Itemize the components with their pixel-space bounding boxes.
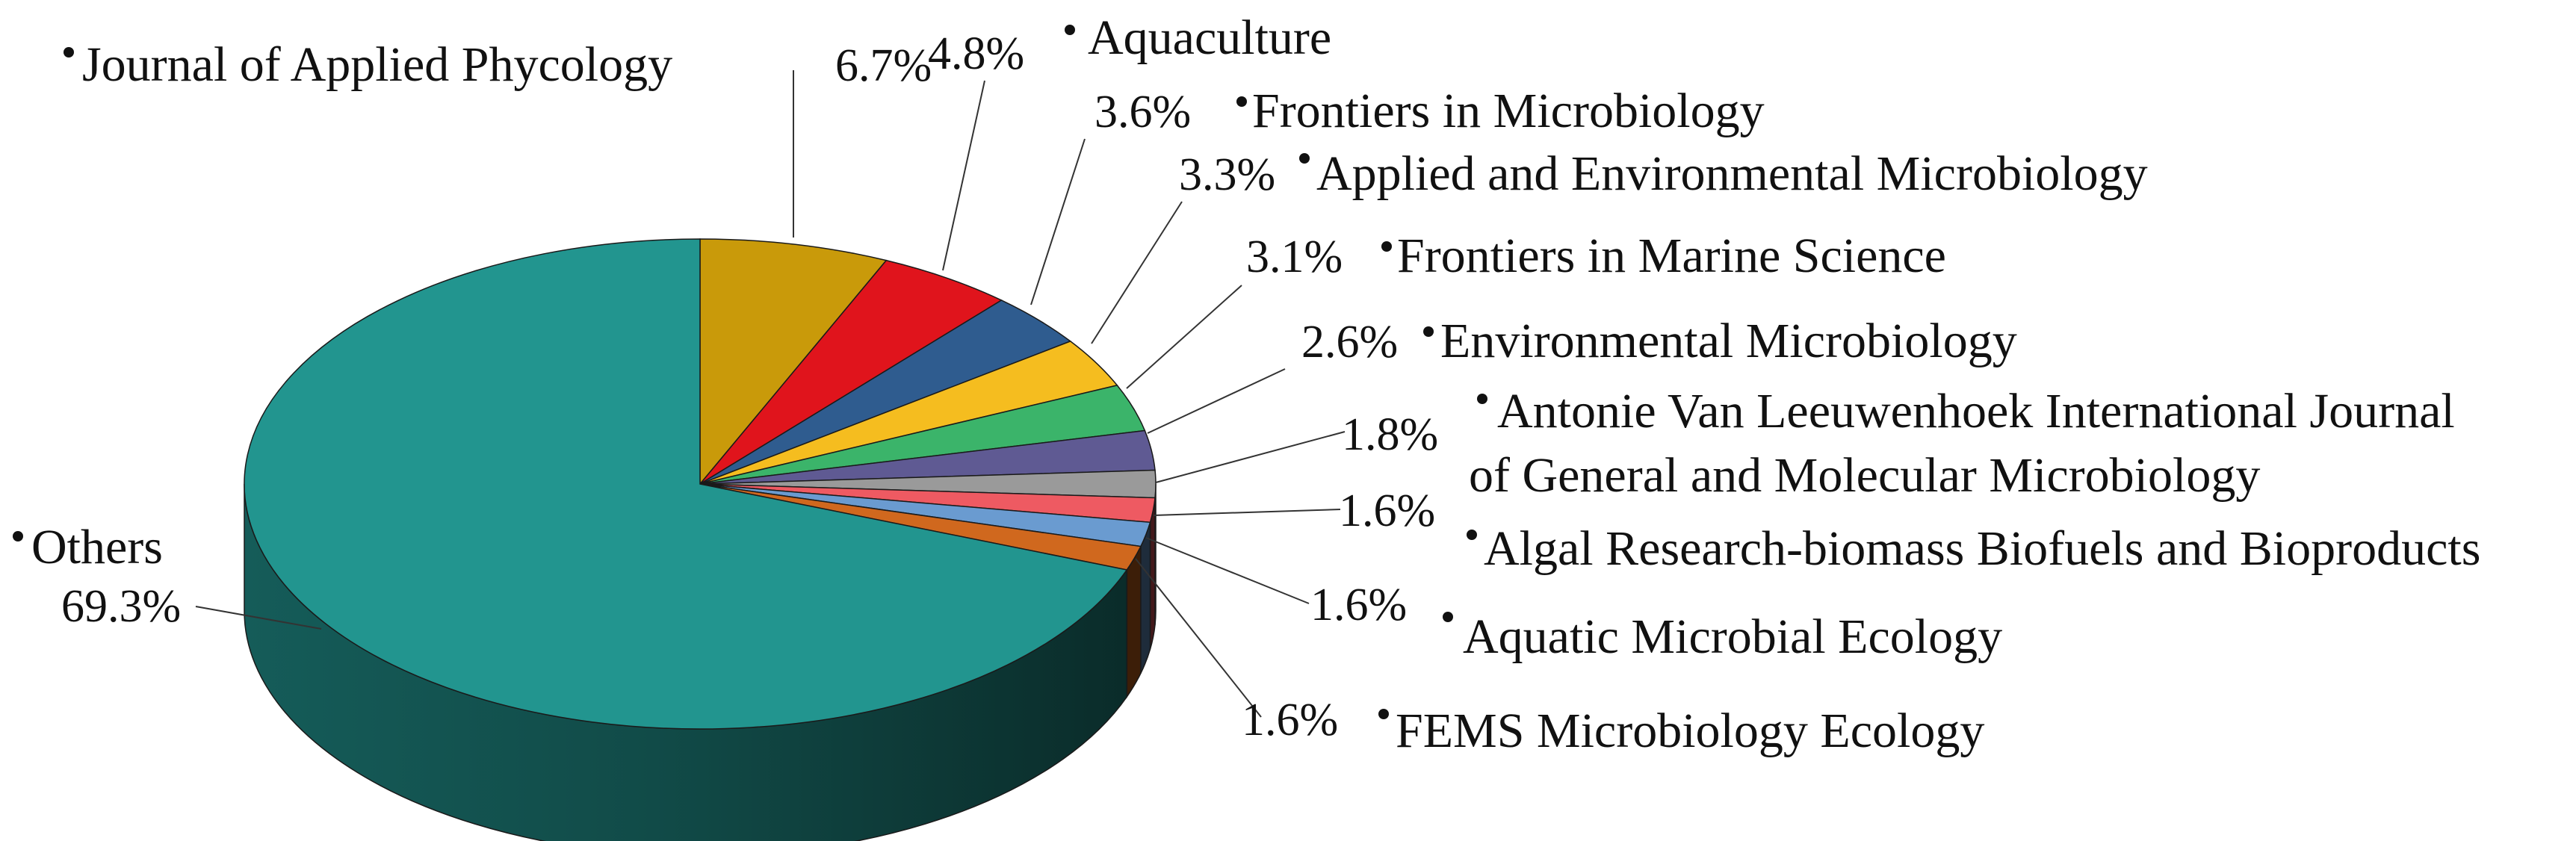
- pie-top-slices: [244, 238, 1157, 730]
- slice-percent-frontiers-in-marine-science: 3.1%: [1246, 232, 1343, 282]
- leader-line-antonie-van-leeuwenhoek-international-journal-of-general-and-molecular-microbiology: [1155, 431, 1346, 483]
- leader-line-fems-microbiology-ecology: [1135, 558, 1262, 718]
- legend-bullet-fems-microbiology-ecology: [1378, 709, 1389, 719]
- leader-line-aquatic-microbial-ecology: [1145, 537, 1310, 604]
- legend-bullet-frontiers-in-microbiology: [1236, 96, 1247, 107]
- legend-bullet-applied-and-environmental-microbiology: [1299, 153, 1310, 164]
- slice-label-applied-and-environmental-microbiology: Applied and Environmental Microbiology: [1316, 146, 2148, 201]
- slice-label-environmental-microbiology: Environmental Microbiology: [1440, 314, 2017, 368]
- slice-percent-environmental-microbiology: 2.6%: [1301, 317, 1398, 367]
- pie-side-fems-microbiology-ecology: [1126, 546, 1142, 699]
- slice-percent-antonie-van-leeuwenhoek-international-journal-of-general-and-molecular-microbiology: 1.8%: [1342, 409, 1438, 460]
- slice-label-frontiers-in-microbiology: Frontiers in Microbiology: [1252, 84, 1765, 138]
- pie-slice-others: [244, 238, 1128, 730]
- slice-label-aquatic-microbial-ecology: Aquatic Microbial Ecology: [1463, 609, 2002, 664]
- slice-percent-others: 69.3%: [61, 581, 181, 632]
- slice-labels: Journal of Applied Phycology 6.7% Aquacult…: [13, 10, 2480, 758]
- legend-bullet-journal-of-applied-phycology: [64, 47, 74, 58]
- legend-bullet-algal-research-biomass-biofuels-and-bioproducts: [1467, 530, 1477, 540]
- slice-percent-journal-of-applied-phycology: 6.7%: [835, 40, 932, 91]
- slice-percent-fems-microbiology-ecology: 1.6%: [1242, 695, 1338, 745]
- pie-side-aquatic-microbial-ecology: [1140, 522, 1151, 674]
- slice-percent-frontiers-in-microbiology: 3.6%: [1095, 87, 1191, 137]
- slice-percent-aquatic-microbial-ecology: 1.6%: [1310, 580, 1407, 630]
- pie-slice-journal-of-applied-phycology: [699, 238, 888, 486]
- leader-line-applied-and-environmental-microbiology: [1091, 201, 1183, 344]
- legend-bullet-antonie-van-leeuwenhoek-international-journal-of-general-and-molecular-microbiology: [1477, 394, 1487, 404]
- slice-label-others: Others: [31, 520, 163, 574]
- leader-line-frontiers-in-marine-science: [1126, 285, 1242, 389]
- slice-label-algal-research-biomass-biofuels-and-bioproducts: Algal Research-biomass Biofuels and Biop…: [1484, 521, 2480, 576]
- leader-line-aquaculture: [942, 80, 985, 271]
- slice-percent-aquaculture: 4.8%: [928, 28, 1024, 79]
- leader-line-algal-research-biomass-biofuels-and-bioproducts: [1153, 509, 1341, 516]
- slice-label-aquaculture: Aquaculture: [1088, 10, 1331, 65]
- slice-label-fems-microbiology-ecology: FEMS Microbiology Ecology: [1396, 704, 1984, 758]
- legend-bullet-frontiers-in-marine-science: [1381, 241, 1392, 252]
- pie-side-walls: [244, 483, 1157, 841]
- leader-line-others: [195, 606, 322, 630]
- slice-label-antonie-van-leeuwenhoek-international-journal-of-general-and-molecular-microbiology-line-2: of General and Molecular Microbiology: [1469, 448, 2260, 503]
- slice-label-journal-of-applied-phycology: Journal of Applied Phycology: [82, 37, 672, 92]
- slice-percent-applied-and-environmental-microbiology: 3.3%: [1179, 149, 1275, 200]
- leader-line-frontiers-in-microbiology: [1030, 138, 1086, 305]
- legend-bullet-others: [13, 531, 23, 541]
- leader-lines: [195, 70, 1346, 718]
- slice-label-frontiers-in-marine-science: Frontiers in Marine Science: [1397, 229, 1946, 283]
- legend-bullet-aquaculture: [1065, 25, 1075, 35]
- pie-slice-aquaculture: [699, 259, 1003, 485]
- legend-bullet-aquatic-microbial-ecology: [1443, 612, 1453, 622]
- leader-line-environmental-microbiology: [1147, 368, 1286, 434]
- slice-percent-algal-research-biomass-biofuels-and-bioproducts: 1.6%: [1339, 485, 1435, 536]
- legend-bullet-environmental-microbiology: [1423, 326, 1434, 337]
- slice-label-antonie-van-leeuwenhoek-international-journal-of-general-and-molecular-microbiology-line-1: Antonie Van Leeuwenhoek International Jo…: [1497, 384, 2455, 438]
